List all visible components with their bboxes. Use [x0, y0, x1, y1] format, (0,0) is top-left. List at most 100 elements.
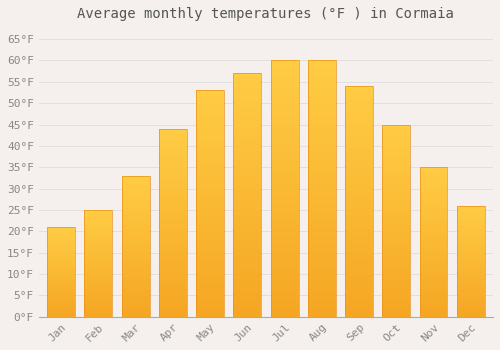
Bar — [382, 246, 410, 247]
Bar — [420, 188, 448, 190]
Bar — [234, 136, 262, 139]
Bar — [270, 260, 298, 263]
Bar — [234, 275, 262, 278]
Bar — [84, 222, 112, 223]
Bar — [47, 274, 75, 275]
Bar — [457, 253, 484, 254]
Bar — [47, 309, 75, 310]
Bar — [457, 281, 484, 282]
Bar — [308, 89, 336, 91]
Bar — [308, 219, 336, 222]
Bar — [159, 208, 187, 210]
Bar — [420, 276, 448, 278]
Bar — [234, 105, 262, 107]
Bar — [47, 306, 75, 307]
Bar — [270, 84, 298, 86]
Bar — [122, 313, 150, 314]
Bar — [420, 251, 448, 252]
Bar — [196, 106, 224, 108]
Bar — [270, 296, 298, 299]
Bar — [382, 138, 410, 140]
Bar — [270, 278, 298, 281]
Bar — [270, 204, 298, 206]
Bar — [308, 289, 336, 291]
Bar — [420, 224, 448, 226]
Bar — [84, 258, 112, 259]
Bar — [196, 233, 224, 235]
Bar — [122, 253, 150, 255]
Bar — [420, 178, 448, 179]
Bar — [234, 127, 262, 129]
Bar — [382, 224, 410, 226]
Bar — [345, 220, 373, 222]
Bar — [196, 174, 224, 176]
Bar — [382, 234, 410, 236]
Bar — [84, 254, 112, 255]
Bar — [270, 266, 298, 268]
Bar — [196, 217, 224, 219]
Bar — [234, 200, 262, 202]
Bar — [270, 289, 298, 291]
Bar — [122, 289, 150, 290]
Bar — [159, 206, 187, 208]
Bar — [270, 314, 298, 317]
Bar — [345, 172, 373, 174]
Bar — [420, 226, 448, 227]
Bar — [84, 265, 112, 266]
Bar — [84, 215, 112, 216]
Bar — [420, 314, 448, 315]
Bar — [84, 210, 112, 211]
Bar — [159, 149, 187, 152]
Bar — [234, 232, 262, 234]
Bar — [159, 270, 187, 272]
Bar — [47, 290, 75, 291]
Bar — [420, 302, 448, 303]
Bar — [84, 212, 112, 213]
Bar — [420, 232, 448, 233]
Bar — [122, 262, 150, 263]
Bar — [159, 259, 187, 260]
Bar — [122, 183, 150, 184]
Bar — [345, 121, 373, 123]
Bar — [420, 265, 448, 266]
Bar — [84, 270, 112, 271]
Bar — [122, 310, 150, 311]
Bar — [196, 229, 224, 231]
Bar — [420, 311, 448, 312]
Bar — [270, 109, 298, 112]
Bar — [84, 298, 112, 299]
Bar — [196, 120, 224, 122]
Bar — [122, 281, 150, 283]
Bar — [159, 245, 187, 247]
Bar — [382, 161, 410, 163]
Bar — [84, 304, 112, 305]
Bar — [457, 250, 484, 251]
Bar — [420, 269, 448, 271]
Bar — [234, 156, 262, 159]
Bar — [270, 148, 298, 150]
Bar — [270, 186, 298, 189]
Bar — [47, 275, 75, 276]
Bar — [159, 214, 187, 215]
Bar — [382, 274, 410, 277]
Bar — [345, 234, 373, 236]
Bar — [420, 190, 448, 191]
Bar — [159, 166, 187, 168]
Bar — [47, 252, 75, 253]
Bar — [457, 300, 484, 301]
Bar — [382, 130, 410, 132]
Bar — [420, 257, 448, 259]
Bar — [196, 253, 224, 256]
Bar — [84, 288, 112, 289]
Bar — [270, 237, 298, 240]
Bar — [420, 223, 448, 224]
Bar — [345, 243, 373, 245]
Bar — [234, 146, 262, 149]
Bar — [457, 269, 484, 270]
Bar — [270, 63, 298, 65]
Bar — [457, 222, 484, 224]
Bar — [457, 229, 484, 230]
Bar — [420, 290, 448, 292]
Bar — [122, 186, 150, 187]
Bar — [196, 265, 224, 267]
